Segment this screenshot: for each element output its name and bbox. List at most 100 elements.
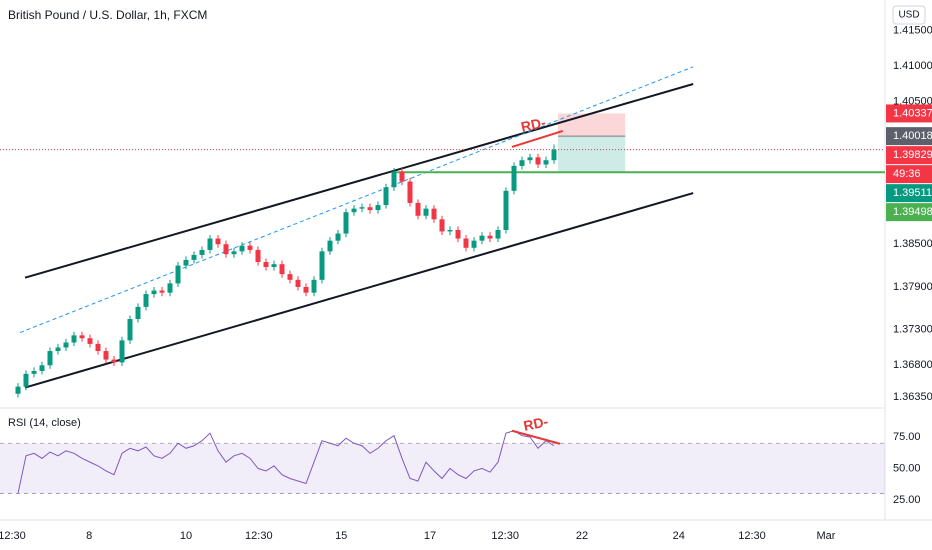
candle-body xyxy=(359,207,365,209)
candle-body xyxy=(31,370,37,374)
x-tick-label: 17 xyxy=(424,530,436,542)
x-tick-label: 12:30 xyxy=(245,530,273,542)
countdown: 49:36 xyxy=(893,168,921,180)
candle-body xyxy=(231,251,237,255)
x-tick-label: 10 xyxy=(180,530,192,542)
candle-body xyxy=(503,190,509,230)
candle-body xyxy=(295,279,301,287)
price-badge: 1.40337 xyxy=(893,107,932,119)
candle-body xyxy=(103,351,109,360)
candle-body xyxy=(279,264,285,275)
price-badge: 1.39511 xyxy=(893,187,932,199)
candle-body xyxy=(247,245,253,250)
candle-body xyxy=(527,157,533,161)
price-badge-bg xyxy=(886,127,932,146)
candle-body xyxy=(239,245,245,252)
price-badge: 1.39498 xyxy=(893,206,932,218)
candle-body xyxy=(511,165,517,191)
candle-body xyxy=(407,181,413,203)
candle-body xyxy=(63,342,69,348)
candle-body xyxy=(423,208,429,216)
candle-body xyxy=(343,212,349,234)
candle-body xyxy=(47,351,53,366)
candle-body xyxy=(375,205,381,211)
divergence-price xyxy=(511,129,564,148)
candle-body xyxy=(151,290,157,295)
candle-body xyxy=(127,318,133,341)
candle-body xyxy=(479,235,485,241)
y-tick-label: 1.36800 xyxy=(893,359,932,371)
candle-body xyxy=(495,229,501,239)
candle-body xyxy=(71,335,77,343)
price-badge-bg xyxy=(886,184,932,203)
candle-body xyxy=(95,343,101,352)
candle-body xyxy=(87,338,93,344)
candle-body xyxy=(391,171,397,188)
candle-body xyxy=(135,306,141,319)
rsi-band xyxy=(0,443,885,494)
candle-body xyxy=(207,238,213,250)
candle-body xyxy=(167,283,173,293)
x-tick-label: 8 xyxy=(86,530,92,542)
rsi-tick-label: 25.00 xyxy=(893,494,921,506)
y-tick-label: 1.37300 xyxy=(893,324,932,336)
candle-body xyxy=(55,347,61,352)
stop-zone xyxy=(558,113,626,137)
x-tick-label: 15 xyxy=(335,530,347,542)
candle-body xyxy=(327,240,333,252)
countdown-bg xyxy=(886,165,932,184)
candle-body xyxy=(215,238,221,245)
price-badge: 1.40018 xyxy=(893,130,932,142)
candle-body xyxy=(399,171,405,182)
channel-upper xyxy=(24,83,694,279)
candle-body xyxy=(175,265,181,284)
currency: USD xyxy=(898,10,919,21)
rsi-label: RSI (14, close) xyxy=(8,417,81,429)
candle-body xyxy=(455,229,461,239)
candle-body xyxy=(447,229,453,232)
candle-body xyxy=(183,259,189,266)
candle-body xyxy=(439,219,445,232)
candle-body xyxy=(335,233,341,241)
candle-body xyxy=(159,290,165,293)
candle-body xyxy=(111,359,117,363)
candle-body xyxy=(551,149,557,161)
candle-body xyxy=(367,207,373,211)
price-badge-bg xyxy=(886,203,932,222)
channel-middle xyxy=(19,66,694,334)
candle-body xyxy=(415,202,421,216)
x-tick-label: 24 xyxy=(673,530,685,542)
candle-body xyxy=(191,254,197,260)
rsi-tick-label: 75.00 xyxy=(893,431,921,443)
x-tick-label: 12:30 xyxy=(491,530,519,542)
x-tick-label: Mar xyxy=(817,530,836,542)
candle-body xyxy=(319,251,325,280)
divergence-rsi-label: RD- xyxy=(522,413,550,434)
candle-body xyxy=(143,294,149,307)
candle-body xyxy=(351,208,357,213)
x-tick-label: 12:30 xyxy=(738,530,766,542)
y-tick-label: 1.37900 xyxy=(893,281,932,293)
candle-body xyxy=(519,160,525,166)
candle-body xyxy=(543,160,549,165)
candle-body xyxy=(303,286,309,293)
candle-body xyxy=(79,335,85,339)
candle-body xyxy=(23,373,29,387)
y-tick-label: 1.36350 xyxy=(893,391,932,403)
candle-body xyxy=(471,240,477,248)
y-tick-label: 1.41000 xyxy=(893,60,932,72)
candle-body xyxy=(383,187,389,206)
candle-body xyxy=(463,238,469,248)
y-tick-label: 1.41500 xyxy=(893,25,932,37)
candle-body xyxy=(271,264,277,268)
candle-body xyxy=(39,365,45,371)
currency-box[interactable] xyxy=(892,5,926,25)
candle-body xyxy=(535,157,541,165)
price-badge: 1.39829 xyxy=(893,149,932,161)
x-tick-label: 22 xyxy=(576,530,588,542)
x-tick-label: 12:30 xyxy=(0,530,26,542)
candle-body xyxy=(119,340,125,363)
